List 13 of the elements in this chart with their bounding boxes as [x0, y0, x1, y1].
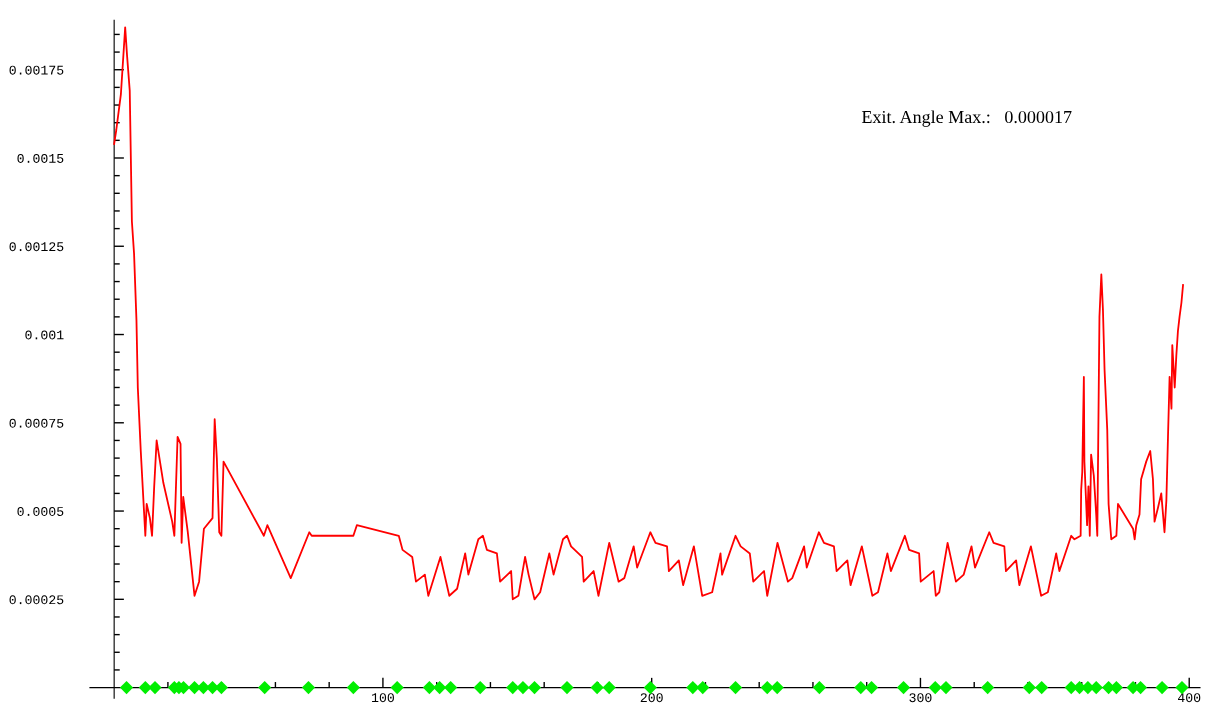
y-tick-label: 0.00025 — [9, 595, 64, 605]
y-tick-label: 0.00125 — [9, 242, 64, 252]
y-tick-label: 0.001 — [25, 330, 64, 340]
x-tick-label: 300 — [909, 693, 932, 703]
y-tick-label: 0.0015 — [17, 153, 64, 163]
x-tick-label: 100 — [372, 693, 394, 703]
y-tick-label: 0.00075 — [9, 418, 64, 428]
x-tick-label: 200 — [640, 693, 663, 703]
y-tick-label: 0.00175 — [9, 65, 64, 75]
annotation: Exit. Angle Max.: 0.000017 — [861, 110, 1072, 127]
y-tick-label: 0.0005 — [17, 507, 64, 516]
x-tick-label: 400 — [1178, 693, 1201, 703]
line-series — [113, 26, 1184, 601]
